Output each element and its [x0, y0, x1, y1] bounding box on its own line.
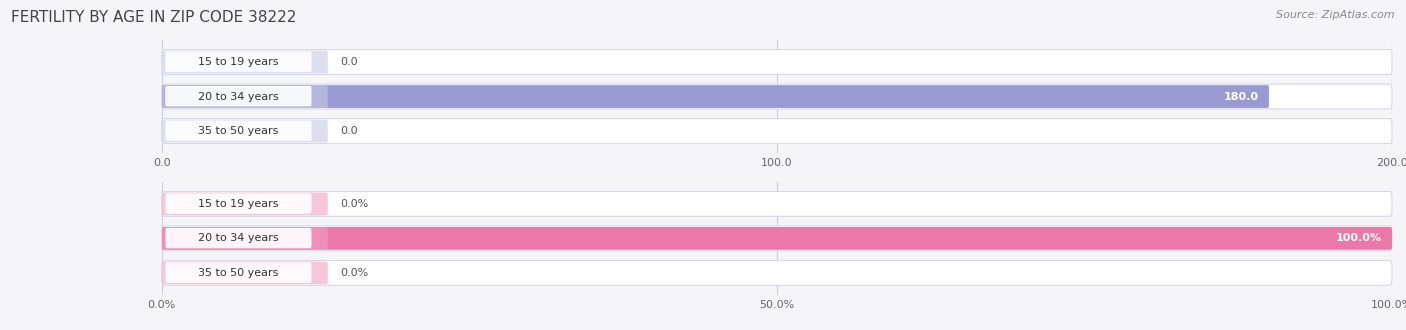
- Text: 15 to 19 years: 15 to 19 years: [198, 57, 278, 67]
- Text: 0.0%: 0.0%: [340, 199, 368, 209]
- FancyBboxPatch shape: [162, 50, 1392, 75]
- FancyBboxPatch shape: [166, 51, 312, 72]
- FancyBboxPatch shape: [162, 192, 328, 215]
- FancyBboxPatch shape: [162, 262, 328, 284]
- FancyBboxPatch shape: [162, 191, 1392, 216]
- Text: 0.0%: 0.0%: [340, 268, 368, 278]
- Text: 20 to 34 years: 20 to 34 years: [198, 91, 278, 102]
- FancyBboxPatch shape: [162, 120, 328, 143]
- FancyBboxPatch shape: [166, 262, 312, 283]
- Text: 0.0: 0.0: [340, 57, 357, 67]
- FancyBboxPatch shape: [166, 228, 312, 248]
- FancyBboxPatch shape: [162, 227, 1392, 250]
- FancyBboxPatch shape: [166, 193, 312, 214]
- Text: FERTILITY BY AGE IN ZIP CODE 38222: FERTILITY BY AGE IN ZIP CODE 38222: [11, 10, 297, 25]
- FancyBboxPatch shape: [162, 50, 328, 73]
- FancyBboxPatch shape: [162, 260, 1392, 285]
- Text: 180.0: 180.0: [1225, 91, 1260, 102]
- Text: 35 to 50 years: 35 to 50 years: [198, 126, 278, 136]
- FancyBboxPatch shape: [162, 118, 1392, 144]
- FancyBboxPatch shape: [162, 84, 1392, 109]
- FancyBboxPatch shape: [162, 85, 1268, 108]
- FancyBboxPatch shape: [166, 86, 312, 106]
- Text: 15 to 19 years: 15 to 19 years: [198, 199, 278, 209]
- Text: 20 to 34 years: 20 to 34 years: [198, 233, 278, 244]
- Text: Source: ZipAtlas.com: Source: ZipAtlas.com: [1277, 10, 1395, 20]
- Text: 35 to 50 years: 35 to 50 years: [198, 268, 278, 278]
- Text: 100.0%: 100.0%: [1336, 233, 1382, 244]
- FancyBboxPatch shape: [166, 120, 312, 141]
- FancyBboxPatch shape: [162, 85, 328, 108]
- FancyBboxPatch shape: [162, 226, 1392, 251]
- Text: 0.0: 0.0: [340, 126, 357, 136]
- FancyBboxPatch shape: [162, 227, 328, 250]
